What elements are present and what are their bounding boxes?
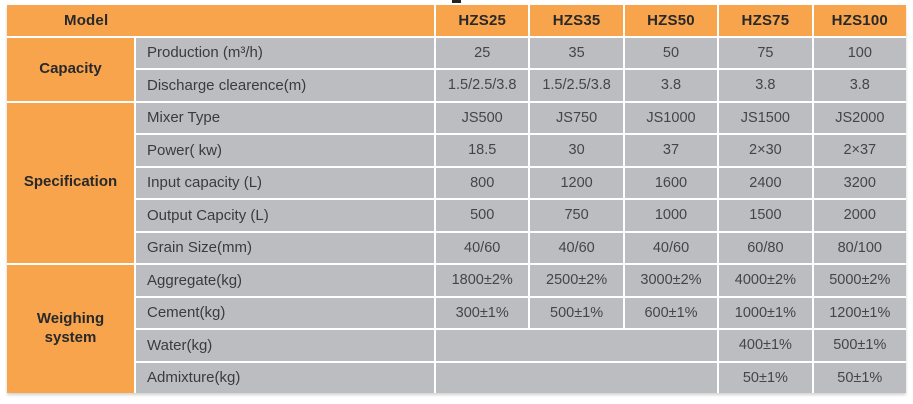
column-header-hzs100: HZS100	[813, 5, 906, 36]
cell-production-hzs35: 35	[530, 37, 623, 68]
cell-output-hzs100: 2000	[813, 200, 906, 231]
column-header-hzs25: HZS25	[436, 5, 529, 36]
cell-mixer-hzs50: JS1000	[624, 102, 718, 133]
cell-input-hzs100: 3200	[813, 167, 906, 198]
cell-aggregate-hzs25: 1800±2%	[436, 265, 529, 296]
model-header-cell: Model	[7, 5, 434, 36]
row-label-discharge-clearence: Discharge clearence(m)	[136, 70, 434, 101]
cell-cement-hzs100: 1200±1%	[813, 297, 906, 328]
row-label-water: Water(kg)	[136, 330, 434, 361]
row-label-admixture: Admixture(kg)	[136, 362, 434, 393]
cell-power-hzs50: 37	[624, 135, 718, 166]
cell-power-hzs35: 30	[530, 135, 623, 166]
column-header-hzs50: HZS50	[624, 5, 718, 36]
cell-output-hzs35: 750	[530, 200, 623, 231]
row-label-power: Power( kw)	[136, 135, 434, 166]
cell-cement-hzs35: 500±1%	[530, 297, 623, 328]
cell-mixer-hzs25: JS500	[436, 102, 529, 133]
section-label-specification: Specification	[7, 102, 134, 263]
cell-mixer-hzs75: JS1500	[719, 102, 812, 133]
cell-admixture-hzs100: 50±1%	[813, 362, 906, 393]
cell-grain-hzs35: 40/60	[530, 232, 623, 263]
cell-mixer-hzs35: JS750	[530, 102, 623, 133]
cell-discharge-hzs75: 3.8	[719, 70, 812, 101]
cell-admixture-hzs75: 50±1%	[719, 362, 812, 393]
cell-discharge-hzs25: 1.5/2.5/3.8	[436, 70, 529, 101]
spec-table: Model HZS25 HZS35 HZS50 HZS75 HZS100 Cap…	[7, 5, 906, 393]
cell-water-hzs100: 500±1%	[813, 330, 906, 361]
cell-output-hzs75: 1500	[719, 200, 812, 231]
cell-production-hzs100: 100	[813, 37, 906, 68]
cell-mixer-hzs100: JS2000	[813, 102, 906, 133]
cell-output-hzs50: 1000	[624, 200, 718, 231]
cropped-title-artifact	[452, 0, 461, 3]
cell-cement-hzs50: 600±1%	[624, 297, 718, 328]
section-label-weighing-system: Weighing system	[7, 265, 134, 393]
row-label-input-capacity: Input capacity (L)	[136, 167, 434, 198]
cell-power-hzs75: 2×30	[719, 135, 812, 166]
cell-production-hzs75: 75	[719, 37, 812, 68]
cell-input-hzs35: 1200	[530, 167, 623, 198]
row-label-grain-size: Grain Size(mm)	[136, 232, 434, 263]
section-label-capacity: Capacity	[7, 37, 134, 101]
cell-discharge-hzs35: 1.5/2.5/3.8	[530, 70, 623, 101]
cell-aggregate-hzs75: 4000±2%	[719, 265, 812, 296]
row-label-cement: Cement(kg)	[136, 297, 434, 328]
cell-discharge-hzs50: 3.8	[624, 70, 718, 101]
cell-power-hzs100: 2×37	[813, 135, 906, 166]
cell-output-hzs25: 500	[436, 200, 529, 231]
cell-grain-hzs25: 40/60	[436, 232, 529, 263]
cell-cement-hzs75: 1000±1%	[719, 297, 812, 328]
cell-power-hzs25: 18.5	[436, 135, 529, 166]
cell-input-hzs25: 800	[436, 167, 529, 198]
cell-aggregate-hzs100: 5000±2%	[813, 265, 906, 296]
cell-grain-hzs100: 80/100	[813, 232, 906, 263]
cell-aggregate-hzs35: 2500±2%	[530, 265, 623, 296]
cell-production-hzs25: 25	[436, 37, 529, 68]
cell-input-hzs75: 2400	[719, 167, 812, 198]
cell-input-hzs50: 1600	[624, 167, 718, 198]
column-header-hzs75: HZS75	[719, 5, 812, 36]
column-header-hzs35: HZS35	[530, 5, 623, 36]
cell-production-hzs50: 50	[624, 37, 718, 68]
empty-merged-cell-water	[436, 330, 718, 361]
row-label-output-capacity: Output Capcity (L)	[136, 200, 434, 231]
row-label-mixer-type: Mixer Type	[136, 102, 434, 133]
empty-merged-cell-admixture	[436, 362, 718, 393]
cell-cement-hzs25: 300±1%	[436, 297, 529, 328]
cell-aggregate-hzs50: 3000±2%	[624, 265, 718, 296]
row-label-aggregate: Aggregate(kg)	[136, 265, 434, 296]
cell-grain-hzs50: 40/60	[624, 232, 718, 263]
cell-water-hzs75: 400±1%	[719, 330, 812, 361]
cell-discharge-hzs100: 3.8	[813, 70, 906, 101]
cell-grain-hzs75: 60/80	[719, 232, 812, 263]
row-label-production: Production (m³/h)	[136, 37, 434, 68]
